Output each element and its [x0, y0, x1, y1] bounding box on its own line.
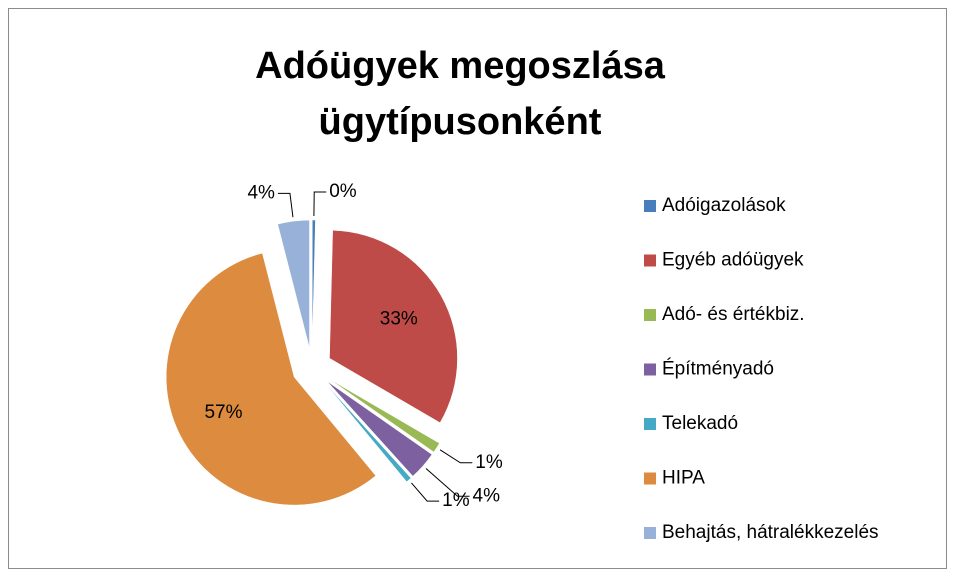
leader-line [277, 192, 294, 218]
pie-slice [329, 230, 458, 424]
chart-title: Adóügyek megoszlása ügytípusonként [255, 45, 665, 143]
legend-swatch [644, 472, 656, 485]
pie-slice [277, 219, 310, 349]
legend-label: Adó- és értékbiz. [662, 304, 805, 325]
leader-line [425, 468, 470, 497]
leader-line [313, 191, 327, 217]
legend-label: HIPA [662, 468, 705, 489]
leader-line [439, 449, 473, 464]
legend-label: Adóigazolások [662, 195, 786, 216]
data-label: 0% [329, 181, 357, 202]
data-label: 1% [475, 452, 503, 473]
data-label: 4% [247, 182, 275, 203]
legend-swatch [644, 200, 656, 212]
legend-swatch [644, 418, 656, 430]
data-label: 1% [442, 490, 470, 511]
chart-border [8, 8, 947, 569]
legend-swatch [644, 254, 656, 267]
pie-slice [324, 382, 412, 483]
data-label: 33% [380, 309, 418, 330]
pie-slice [326, 381, 433, 477]
legend-swatch [644, 309, 656, 321]
legend-label: Behajtás, hátralékkezelés [662, 522, 879, 543]
legend-swatch [644, 527, 656, 539]
leader-line [411, 482, 440, 502]
legend-label: Telekadó [662, 413, 738, 434]
legend-label: Egyéb adóügyek [662, 250, 804, 271]
data-label: 57% [204, 402, 242, 423]
pie-slice [328, 378, 440, 453]
data-label: 4% [473, 485, 501, 506]
legend-swatch [644, 363, 656, 376]
pie-slice [165, 252, 377, 506]
legend-label: Építményadó [662, 359, 774, 380]
pie-slice [312, 219, 316, 349]
